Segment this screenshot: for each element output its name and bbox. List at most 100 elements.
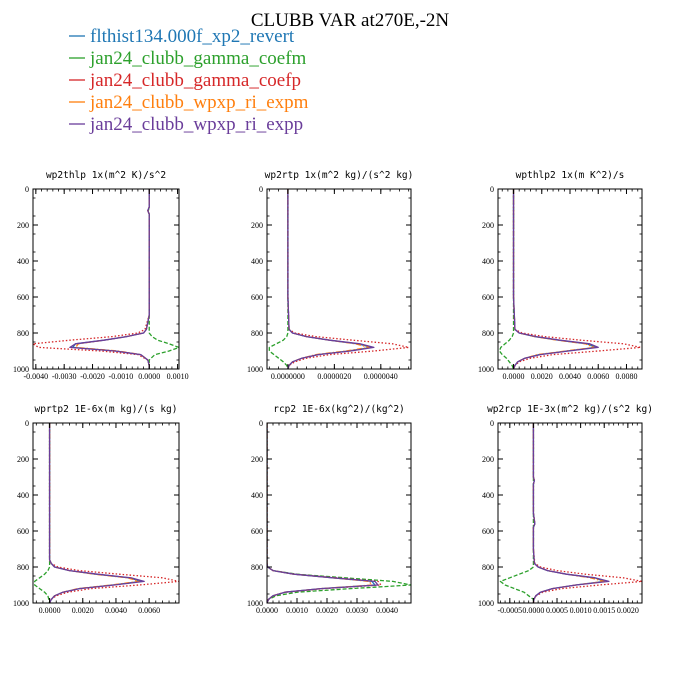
series-line-4 bbox=[512, 189, 595, 369]
y-tick-label: 200 bbox=[482, 455, 494, 464]
y-tick-label: 200 bbox=[17, 221, 29, 230]
legend: flthist134.000f_xp2_revertjan24_clubb_ga… bbox=[69, 26, 309, 135]
legend-entry: jan24_clubb_gamma_coefp bbox=[69, 70, 301, 91]
panel-title: wp2rtp 1x(m^2 kg)/(s^2 kg) bbox=[265, 170, 414, 181]
y-tick-label: 600 bbox=[482, 293, 494, 302]
y-tick-label: 800 bbox=[17, 563, 29, 572]
x-tick-label: -0.0010 bbox=[109, 372, 134, 381]
x-tick-label: 0.0030 bbox=[346, 606, 368, 615]
series-line-2 bbox=[34, 423, 51, 603]
series-line-1 bbox=[532, 423, 605, 603]
series-line-5 bbox=[532, 423, 610, 603]
legend-entry: jan24_clubb_wpxp_ri_expm bbox=[69, 92, 309, 113]
y-tick-label: 600 bbox=[482, 527, 494, 536]
x-tick-label: 0.0015 bbox=[593, 606, 615, 615]
series-line-4 bbox=[48, 423, 140, 603]
y-tick-label: 600 bbox=[251, 293, 263, 302]
series-line-2 bbox=[498, 189, 515, 369]
series-line-2 bbox=[268, 189, 289, 369]
legend-label: jan24_clubb_gamma_coefm bbox=[89, 48, 307, 69]
y-tick-label: 0 bbox=[490, 185, 494, 194]
y-tick-label: 1000 bbox=[247, 365, 263, 374]
plot-frame bbox=[266, 422, 412, 604]
x-tick-label: -0.0005 bbox=[497, 606, 522, 615]
series-line-2 bbox=[499, 423, 535, 603]
y-tick-label: 0 bbox=[259, 419, 263, 428]
y-tick-label: 400 bbox=[251, 491, 263, 500]
panel-title: wp2thlp 1x(m^2 K)/s^2 bbox=[46, 170, 166, 181]
plot-frame bbox=[32, 188, 180, 370]
y-tick-label: 800 bbox=[482, 329, 494, 338]
y-tick-label: 1000 bbox=[478, 365, 494, 374]
panel-title: wp2rcp 1E-3x(m^2 kg)/(s^2 kg) bbox=[487, 404, 653, 415]
y-tick-label: 800 bbox=[17, 329, 29, 338]
series-group bbox=[498, 189, 642, 369]
series-line-3 bbox=[532, 423, 642, 603]
y-tick-label: 1000 bbox=[13, 365, 29, 374]
x-tick-label: 0.0040 bbox=[559, 372, 581, 381]
x-tick-label: 0.0020 bbox=[617, 606, 639, 615]
x-tick-label: 0.0000 bbox=[522, 606, 544, 615]
series-group bbox=[267, 423, 411, 603]
x-tick-label: 0.0000000 bbox=[271, 372, 305, 381]
series-line-1 bbox=[72, 189, 150, 369]
y-tick-label: 1000 bbox=[478, 599, 494, 608]
legend-entry: flthist134.000f_xp2_revert bbox=[69, 26, 295, 47]
panel-5: rcp2 1E-6x(kg^2)/(kg^2) 0 200 400 600 800 1000… bbox=[247, 404, 412, 615]
panel-title: wpthlp2 1x(m K^2)/s bbox=[516, 170, 625, 181]
y-tick-label: 200 bbox=[482, 221, 494, 230]
y-tick-label: 400 bbox=[482, 491, 494, 500]
panel-4: wprtp2 1E-6x(m kg)/(s kg) 0 200 400 600 800 10… bbox=[13, 404, 180, 615]
y-tick-label: 600 bbox=[251, 527, 263, 536]
series-line-1 bbox=[287, 189, 373, 369]
x-tick-label: 0.0040 bbox=[105, 606, 127, 615]
x-tick-label: 0.0000 bbox=[256, 606, 278, 615]
y-tick-label: 600 bbox=[17, 293, 29, 302]
y-tick-label: 0 bbox=[490, 419, 494, 428]
y-tick-label: 1000 bbox=[13, 599, 29, 608]
x-tick-label: 0.0010 bbox=[286, 606, 308, 615]
legend-label: jan24_clubb_wpxp_ri_expp bbox=[89, 114, 303, 135]
y-tick-label: 200 bbox=[251, 455, 263, 464]
series-line-5 bbox=[69, 189, 150, 369]
panel-3: wpthlp2 1x(m K^2)/s 0 200 400 600 800 1000 0.00… bbox=[478, 170, 643, 381]
y-tick-label: 200 bbox=[17, 455, 29, 464]
figure-title: CLUBB VAR at270E,-2N bbox=[251, 10, 450, 31]
legend-entry: jan24_clubb_gamma_coefm bbox=[69, 48, 307, 69]
plot-frame bbox=[32, 422, 180, 604]
x-tick-label: 0.0080 bbox=[615, 372, 637, 381]
y-tick-label: 400 bbox=[482, 257, 494, 266]
legend-label: flthist134.000f_xp2_revert bbox=[90, 26, 295, 47]
x-tick-label: 0.0020 bbox=[316, 606, 338, 615]
y-tick-label: 800 bbox=[251, 329, 263, 338]
x-tick-label: -0.0040 bbox=[23, 372, 48, 381]
series-group bbox=[33, 189, 179, 369]
x-tick-label: 0.0005 bbox=[546, 606, 568, 615]
x-tick-label: 0.0020 bbox=[72, 606, 94, 615]
x-tick-label: -0.0030 bbox=[52, 372, 77, 381]
y-tick-label: 400 bbox=[17, 257, 29, 266]
x-tick-label: 0.0020 bbox=[531, 372, 553, 381]
y-tick-label: 0 bbox=[25, 419, 29, 428]
x-tick-label: 0.0010 bbox=[167, 372, 189, 381]
series-line-2 bbox=[147, 189, 179, 369]
series-line-1 bbox=[48, 423, 142, 603]
y-tick-label: 400 bbox=[251, 257, 263, 266]
panel-1: wp2thlp 1x(m^2 K)/s^202004006008001000-0… bbox=[13, 170, 189, 381]
series-line-5 bbox=[512, 189, 599, 369]
x-tick-label: 0.0000 bbox=[503, 372, 525, 381]
x-tick-label: 0.0040 bbox=[376, 606, 398, 615]
x-tick-label: 0.0060 bbox=[587, 372, 609, 381]
plot-frame bbox=[497, 422, 643, 604]
legend-entry: jan24_clubb_wpxp_ri_expp bbox=[69, 114, 303, 135]
panels: wp2thlp 1x(m^2 K)/s^202004006008001000-0… bbox=[13, 170, 653, 615]
series-line-5 bbox=[267, 423, 379, 603]
x-tick-label: 0.0000 bbox=[39, 606, 61, 615]
series-group bbox=[268, 189, 410, 369]
plot-frame bbox=[266, 188, 412, 370]
series-line-5 bbox=[48, 423, 145, 603]
y-tick-label: 400 bbox=[17, 491, 29, 500]
legend-label: jan24_clubb_wpxp_ri_expm bbox=[89, 92, 309, 113]
series-line-4 bbox=[532, 423, 605, 603]
